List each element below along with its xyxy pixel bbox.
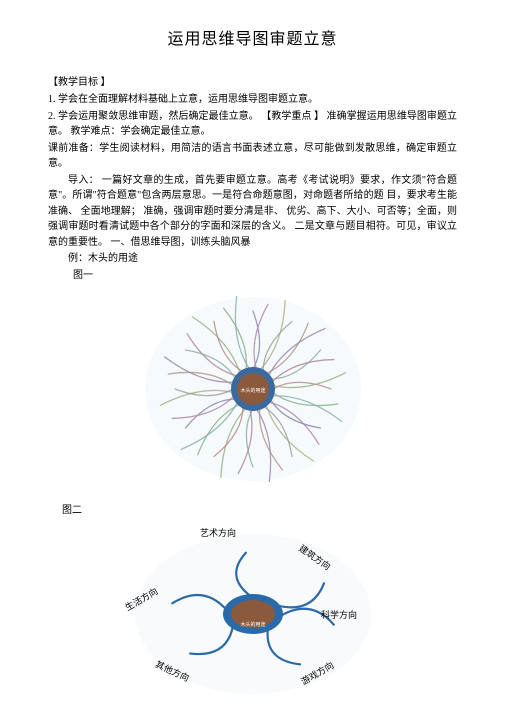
example-label: 例：木头的用途 [48, 251, 457, 267]
svg-text:艺术方向: 艺术方向 [199, 527, 235, 538]
intro-paragraph: 导入： 一篇好文章的生成，首先要审题立意。高考《考试说明》要求，作文须"符合题 … [48, 173, 457, 251]
figure-1-label: 图一 [48, 268, 457, 284]
teaching-goal-label: 【教学目标 】 [48, 75, 457, 91]
svg-text:科学方向: 科学方向 [320, 609, 356, 620]
goal-item-1: 1. 学会在全面理解材料基础上立意，运用思维导图审题立意。 [48, 92, 457, 108]
goal-item-2: 2. 学会运用聚敛思维审题，然后确定最佳立意。 【教学重点 】 准确掌握运用思维… [48, 109, 457, 140]
page-title: 运用思维导图审题立意 [48, 28, 457, 53]
svg-text:木头的用途: 木头的用途 [240, 387, 265, 394]
preclass-prep: 课前准备：学生阅读材料，用简洁的语言书面表述立意，尽可能做到发散思维，确定审题立… [48, 141, 457, 172]
mindmap-diagram-2: 木头的用途艺术方向建筑方向科学方向游戏方向其他方向生活方向 [48, 524, 457, 710]
svg-text:木头的用途: 木头的用途 [240, 621, 265, 628]
mindmap-diagram-1: 木头的用途 [48, 289, 457, 495]
figure-2-label: 图二 [62, 503, 457, 519]
